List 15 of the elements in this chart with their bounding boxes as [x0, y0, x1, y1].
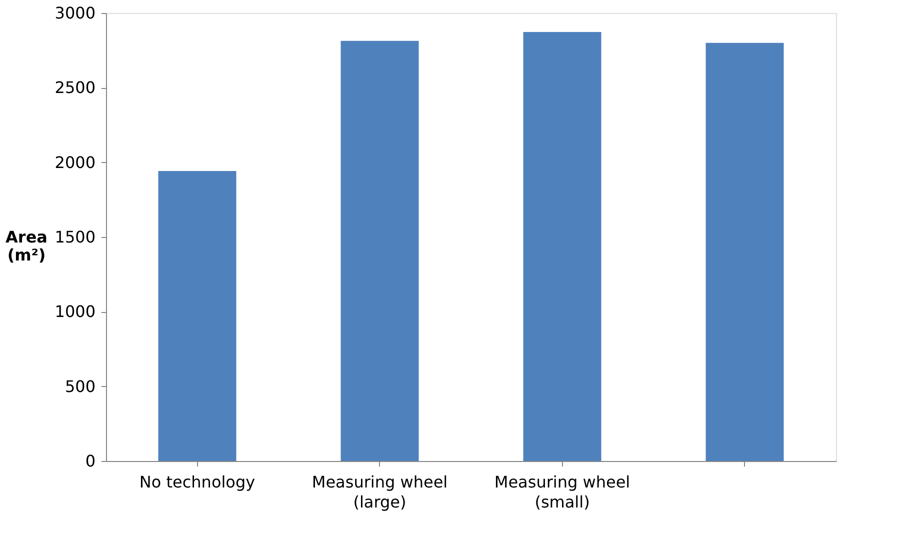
y-tick-label: 3000 [54, 4, 96, 22]
y-tick-label: 1500 [54, 228, 96, 246]
bar [706, 42, 784, 461]
bar [158, 170, 236, 461]
y-tick-label: 2000 [54, 152, 96, 172]
bar [340, 40, 419, 461]
y-axis-title: Area (m²) [6, 228, 48, 264]
y-tick-label: 1000 [54, 302, 96, 322]
x-tick-label: Measuring wheel (large) [312, 472, 448, 512]
y-tick-label: 2500 [54, 78, 96, 98]
bar [523, 32, 602, 461]
y-tick-label: 0 [85, 452, 96, 470]
x-tick-label: Measuring wheel (small) [494, 472, 630, 512]
x-tick-label: No technology [139, 472, 256, 492]
y-tick-label: 500 [64, 376, 96, 396]
